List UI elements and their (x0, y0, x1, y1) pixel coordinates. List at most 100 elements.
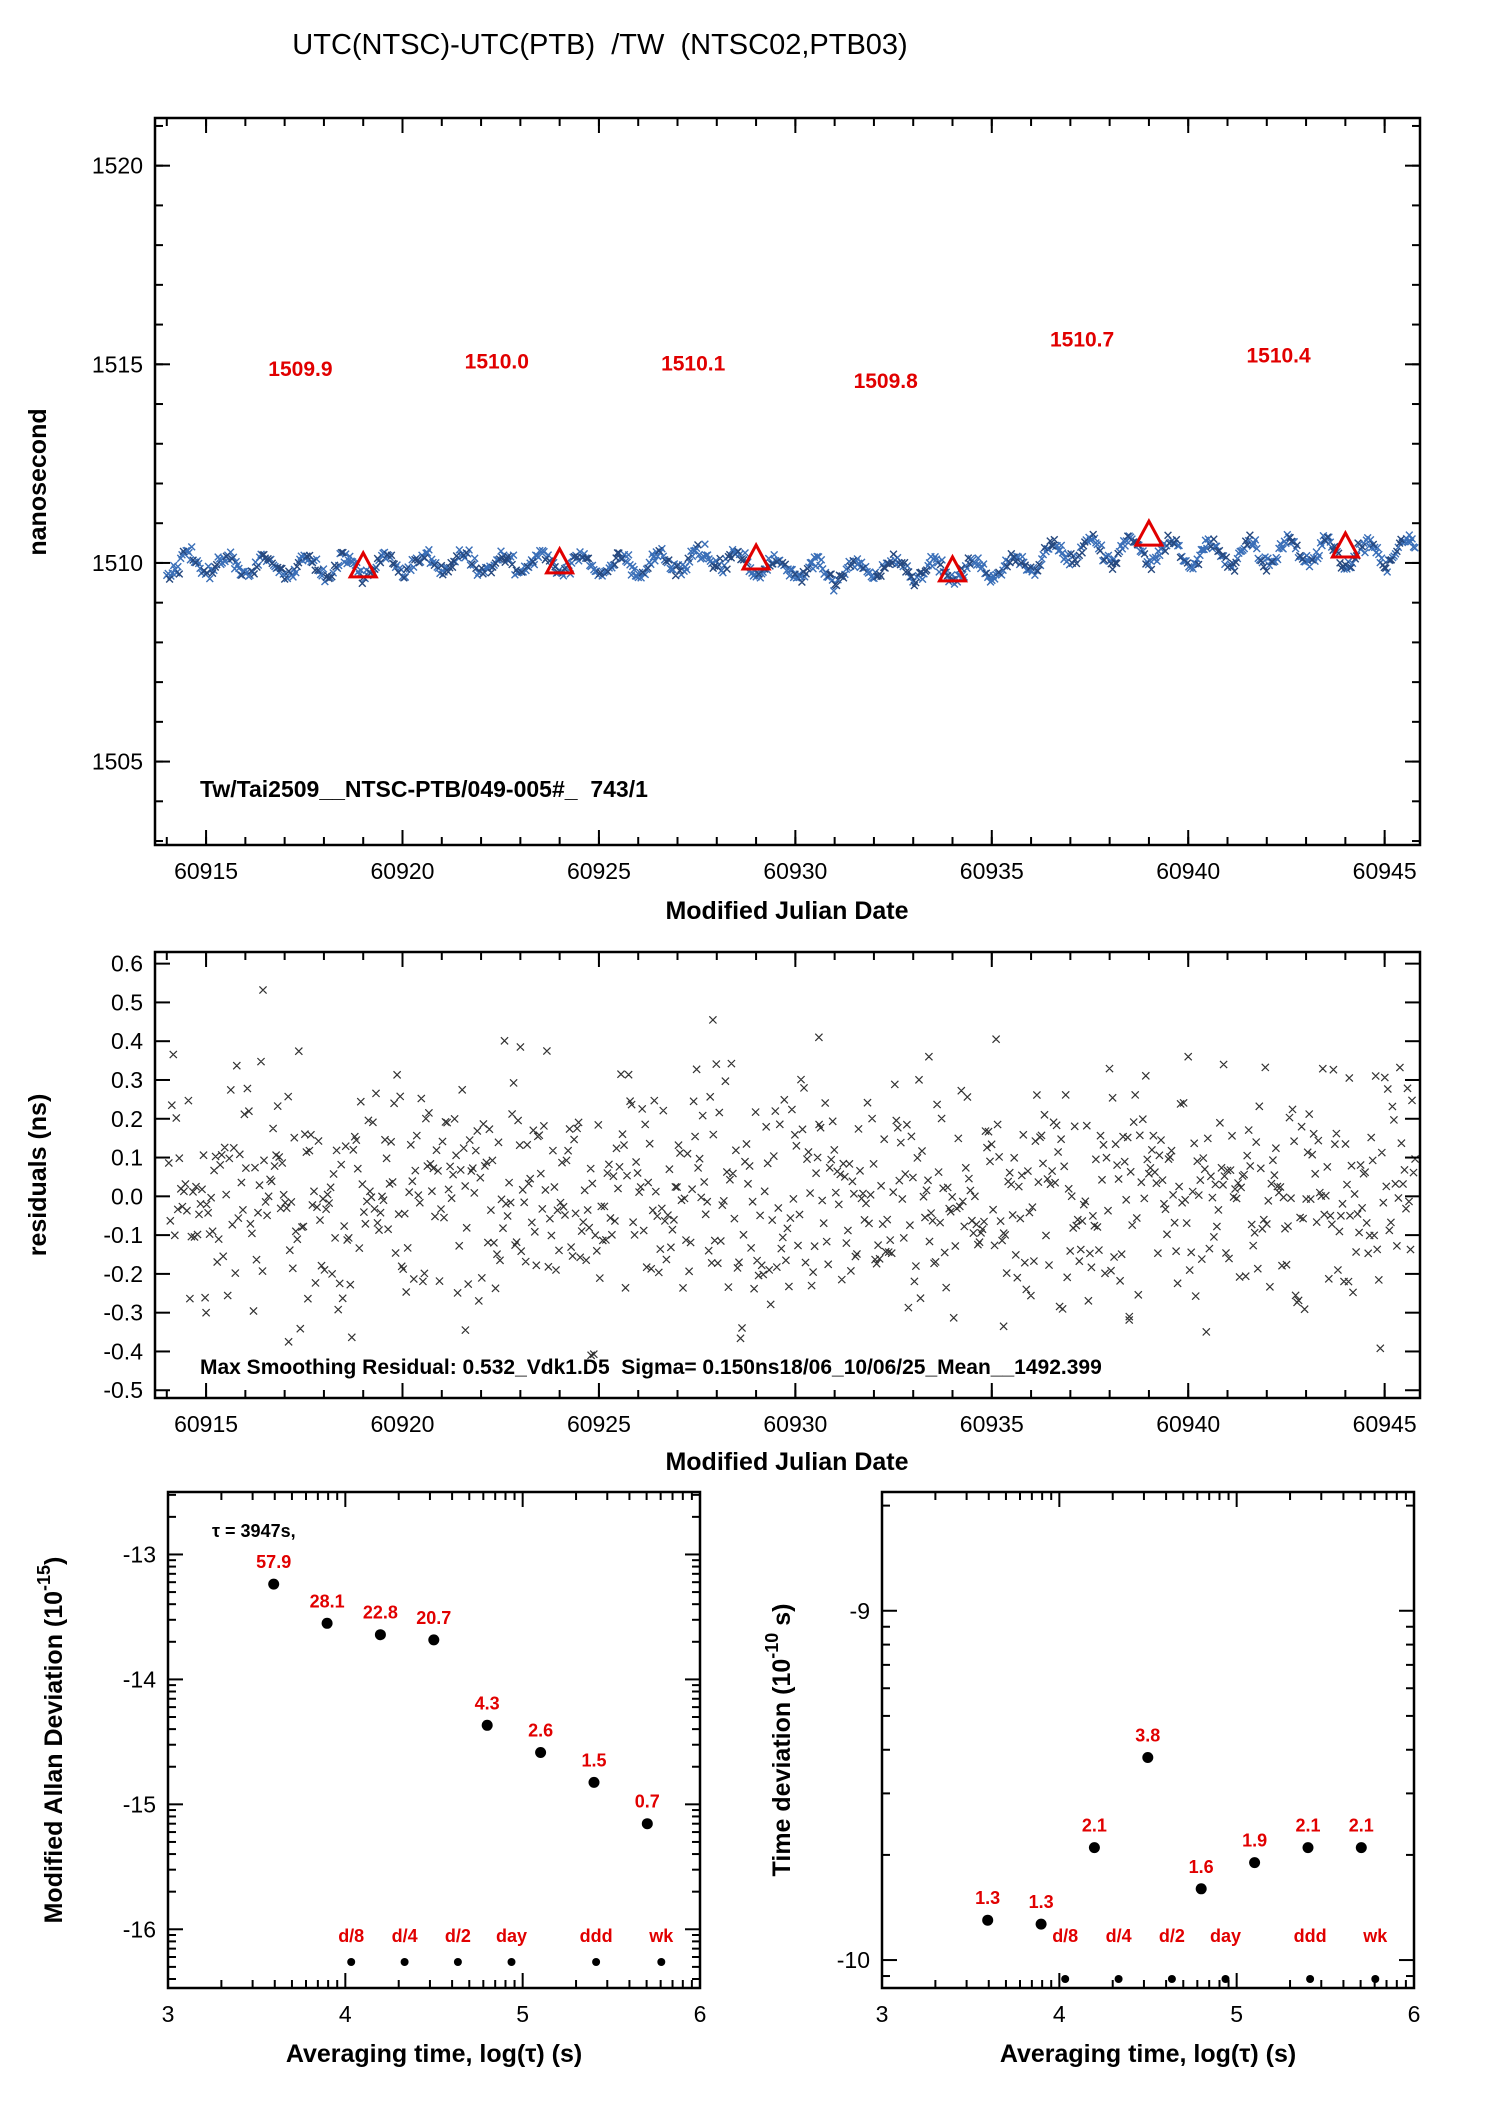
deviation-point (374, 1629, 386, 1641)
x-tick-label: 60945 (1353, 1411, 1417, 1437)
five-day-average-value: 1509.9 (268, 358, 332, 381)
deviation-point (1355, 1842, 1367, 1854)
x-tick-label: 60940 (1156, 1411, 1220, 1437)
period-marker-dot (1167, 1975, 1176, 1983)
deviation-point (428, 1634, 440, 1646)
plot-area (164, 985, 1419, 1360)
deviation-point (1088, 1842, 1100, 1854)
deviation-value-label: 2.6 (528, 1721, 553, 1741)
y-tick-label: -0.1 (103, 1222, 143, 1248)
period-label: wk (1362, 1926, 1388, 1946)
x-tick-label: 60915 (174, 1411, 238, 1437)
deviation-value-label: 1.3 (975, 1888, 1000, 1908)
x-tick-label: 60935 (960, 858, 1024, 884)
period-marker-dot (1221, 1975, 1230, 1983)
p1-link-annotation: Tw/Tai2509__NTSC-PTB/049-005#_ 743/1 (200, 776, 648, 802)
five-day-average-triangle (1133, 517, 1165, 547)
residual-points (164, 985, 1419, 1360)
deviation-value-label: 28.1 (310, 1591, 345, 1611)
y-tick-label: 0.3 (111, 1067, 143, 1093)
x-tick-label: 60935 (960, 1411, 1024, 1437)
period-marker-dot (592, 1958, 601, 1966)
period-label: day (1210, 1926, 1241, 1946)
period-label: d/2 (445, 1926, 471, 1946)
x-tick-label: 60930 (763, 858, 827, 884)
x-tick-label: 60945 (1353, 858, 1417, 884)
x-tick-label: 4 (1053, 2001, 1066, 2027)
x-tick-label: 60925 (567, 1411, 631, 1437)
y-tick-label: -13 (123, 1541, 156, 1567)
p1-x-axis-label: Modified Julian Date (665, 897, 908, 925)
y-tick-label: -0.3 (103, 1300, 143, 1326)
deviation-value-label: 4.3 (475, 1693, 500, 1713)
deviation-point (1035, 1918, 1047, 1930)
x-tick-label: 5 (1230, 2001, 1243, 2027)
p4-x-axis-label: Averaging time, log(τ) (s) (1000, 2040, 1296, 2068)
panel-modified-allan-deviation: 3 4 5 6 -13 -14 -15 -16 57.9 28.1 22.8 20.7 4.3 2.6 1.… (123, 1490, 707, 2027)
p3-x-axis-label: Averaging time, log(τ) (s) (286, 2040, 582, 2068)
x-tick-label: 60920 (371, 1411, 435, 1437)
five-day-average-value: 1510.4 (1246, 344, 1311, 367)
y-tick-label: -10 (837, 1947, 870, 1973)
plot-frame (153, 116, 1422, 847)
deviation-point (321, 1617, 333, 1629)
period-marker-dot (657, 1958, 666, 1966)
five-day-average-value: 1510.0 (465, 350, 529, 373)
period-label: d/4 (392, 1926, 418, 1946)
deviation-point (1302, 1842, 1314, 1854)
x-tick-label: 6 (1408, 2001, 1421, 2027)
plot-frame (153, 950, 1422, 1400)
y-tick-label: 1505 (92, 749, 143, 775)
panel-time-deviation: 3 4 5 6 -9 -10 1.3 1.3 2.1 3.8 1.6 1.9 2.1 2.1 d/8 d/4 d… (837, 1490, 1421, 2027)
x-tick-label: 3 (876, 2001, 889, 2027)
five-day-average-value: 1509.8 (854, 370, 919, 393)
y-tick-label: 0.1 (111, 1145, 143, 1171)
x-tick-label: 4 (339, 2001, 352, 2027)
deviation-value-label: 1.6 (1189, 1857, 1214, 1877)
x-tick-label: 60920 (371, 858, 435, 884)
period-label: d/2 (1159, 1926, 1185, 1946)
x-tick-label: 6 (694, 2001, 707, 2027)
five-day-average-triangle (740, 541, 772, 571)
period-label: d/4 (1106, 1926, 1132, 1946)
five-day-average-triangle (936, 553, 969, 583)
five-day-average-triangle (544, 545, 576, 575)
period-label: d/8 (1052, 1926, 1078, 1946)
deviation-point (588, 1776, 600, 1788)
period-marker-dot (507, 1958, 516, 1966)
period-marker-dot (1306, 1975, 1315, 1983)
deviation-value-label: 2.1 (1295, 1816, 1320, 1836)
deviation-value-label: 3.8 (1135, 1726, 1160, 1746)
x-tick-label: 60925 (567, 858, 631, 884)
deviation-point (982, 1914, 994, 1926)
deviation-value-label: 22.8 (363, 1603, 398, 1623)
deviation-value-label: 2.1 (1349, 1816, 1374, 1836)
deviation-value-label: 20.7 (416, 1608, 451, 1628)
y-tick-label: -0.4 (103, 1338, 143, 1364)
p4-y-axis-label: Time deviation (10-10 s) (762, 1604, 796, 1877)
y-tick-label: 1515 (92, 351, 143, 377)
plot-frame (166, 1490, 702, 1990)
deviation-value-label: 0.7 (635, 1792, 660, 1812)
x-tick-label: 60915 (174, 858, 238, 884)
deviation-point (268, 1578, 280, 1590)
y-tick-label: 0.6 (111, 951, 143, 977)
p2-x-axis-label: Modified Julian Date (665, 1448, 908, 1476)
deviation-point (1249, 1857, 1261, 1869)
period-label: d/8 (338, 1926, 364, 1946)
timeseries-points (162, 530, 1419, 595)
y-tick-label: 0.2 (111, 1106, 143, 1132)
y-tick-label: -15 (123, 1791, 156, 1817)
deviation-point (481, 1719, 493, 1731)
period-label: ddd (580, 1926, 613, 1946)
x-tick-label: 60930 (763, 1411, 827, 1437)
period-label: day (496, 1926, 527, 1946)
period-marker-dot (1061, 1975, 1070, 1983)
deviation-point (535, 1747, 547, 1758)
deviation-point (1142, 1752, 1154, 1763)
p2-smoothing-annotation: Max Smoothing Residual: 0.532_Vdk1.D5 Si… (200, 1356, 1102, 1379)
p3-tau-annotation: τ = 3947s, (212, 1521, 296, 1541)
deviation-point (641, 1818, 653, 1830)
